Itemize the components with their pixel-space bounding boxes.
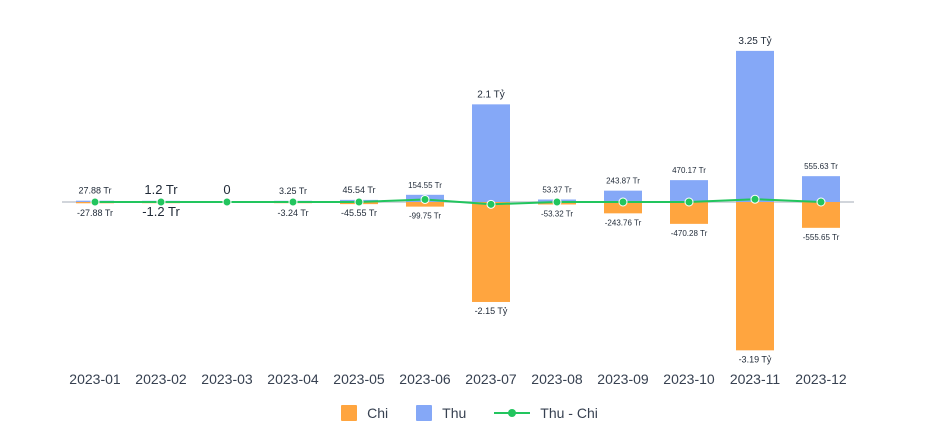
x-tick-2023-10: 2023-10 — [663, 371, 715, 387]
label-thu-2023-10: 470.17 Tr — [672, 166, 706, 175]
bar-thu-2023-07 — [472, 104, 510, 202]
x-tick-2023-02: 2023-02 — [135, 371, 187, 387]
label-thu-2023-04: 3.25 Tr — [279, 186, 307, 196]
x-tick-2023-01: 2023-01 — [69, 371, 121, 387]
label-thu-2023-08: 53.37 Tr — [542, 186, 572, 195]
bar-thu-2023-09 — [604, 190, 642, 202]
chart-canvas: 27.88 Tr -27.88 Tr 1.2 Tr -1.2 Tr 0 3.25 Tr -3… — [62, 35, 854, 387]
legend-item-net[interactable]: Thu - Chi — [494, 405, 598, 421]
bar-chi-2023-06 — [406, 202, 444, 207]
label-thu-2023-05: 45.54 Tr — [342, 185, 375, 195]
legend-label-thu: Thu — [442, 405, 467, 421]
bar-chi-2023-11 — [736, 202, 774, 351]
point-thu-chi-2023-09 — [618, 197, 628, 207]
legend-item-chi[interactable]: Chi — [341, 405, 388, 421]
legend-label-net: Thu - Chi — [540, 405, 598, 421]
label-chi-2023-10: -470.28 Tr — [671, 229, 708, 238]
point-thu-chi-2023-05 — [354, 197, 364, 207]
bar-chi-2023-07 — [472, 202, 510, 302]
x-tick-2023-08: 2023-08 — [531, 371, 583, 387]
label-chi-2023-06: -99.75 Tr — [409, 212, 441, 221]
label-chi-2023-11: -3.19 Tỷ — [739, 354, 772, 364]
chart-legend: Chi Thu Thu - Chi — [0, 405, 939, 421]
legend-line-net — [494, 405, 531, 421]
line-thu-chi — [95, 198, 822, 206]
legend-item-thu[interactable]: Thu — [416, 405, 466, 421]
legend-swatch-thu — [416, 405, 433, 421]
label-thu-2023-07: 2.1 Tỷ — [477, 88, 505, 100]
point-thu-chi-2023-03 — [222, 197, 232, 207]
label-thu-2023-12: 555.63 Tr — [804, 162, 838, 171]
point-thu-chi-2023-11 — [750, 194, 760, 204]
point-thu-chi-2023-02 — [156, 197, 166, 207]
point-thu-chi-2023-06 — [420, 194, 430, 204]
x-tick-2023-12: 2023-12 — [795, 371, 847, 387]
label-chi-2023-08: -53.32 Tr — [541, 209, 573, 218]
label-chi-2023-05: -45.55 Tr — [341, 208, 377, 218]
label-thu-2023-03: 0 — [223, 182, 230, 197]
x-tick-2023-06: 2023-06 — [399, 371, 451, 387]
legend-label-chi: Chi — [367, 405, 389, 421]
point-thu-chi-2023-08 — [552, 197, 562, 207]
legend-swatch-chi — [341, 405, 358, 421]
bar-thu-2023-10 — [670, 180, 708, 202]
label-chi-2023-02: -1.2 Tr — [142, 204, 180, 219]
label-chi-2023-07: -2.15 Tỷ — [475, 306, 508, 316]
x-tick-2023-11: 2023-11 — [730, 371, 781, 387]
point-thu-chi-2023-12 — [816, 197, 826, 207]
point-thu-chi-2023-10 — [684, 197, 694, 207]
label-chi-2023-04: -3.24 Tr — [277, 208, 308, 218]
bar-chi-2023-09 — [604, 202, 642, 214]
label-thu-2023-06: 154.55 Tr — [408, 181, 442, 190]
label-thu-2023-01: 27.88 Tr — [78, 186, 111, 196]
point-thu-chi-2023-04 — [288, 197, 298, 207]
point-thu-chi-2023-07 — [486, 199, 496, 209]
bar-thu-2023-11 — [736, 50, 774, 202]
label-thu-2023-02: 1.2 Tr — [144, 182, 178, 197]
label-thu-2023-09: 243.87 Tr — [606, 177, 640, 186]
x-tick-2023-05: 2023-05 — [333, 371, 385, 387]
label-thu-2023-11: 3.25 Tỷ — [738, 35, 771, 47]
point-thu-chi-2023-01 — [90, 197, 100, 207]
x-tick-2023-04: 2023-04 — [267, 371, 319, 387]
bar-chi-2023-10 — [670, 202, 708, 224]
x-tick-2023-09: 2023-09 — [597, 371, 649, 387]
label-chi-2023-09: -243.76 Tr — [605, 218, 642, 227]
label-chi-2023-01: -27.88 Tr — [77, 208, 113, 218]
label-chi-2023-12: -555.65 Tr — [803, 233, 840, 242]
x-tick-2023-03: 2023-03 — [201, 371, 253, 387]
x-tick-2023-07: 2023-07 — [465, 371, 517, 387]
